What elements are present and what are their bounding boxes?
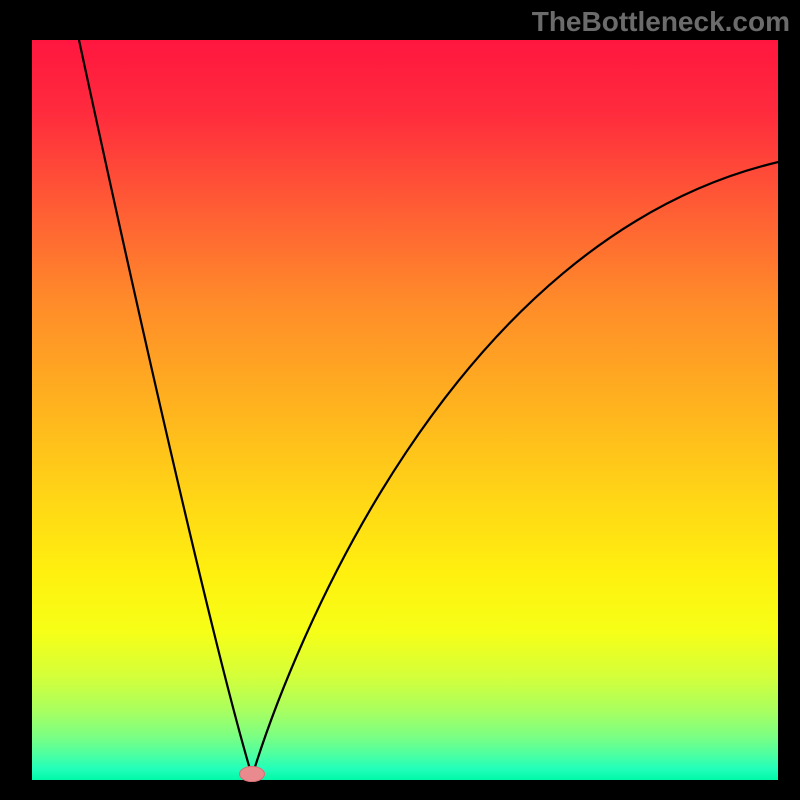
plot-frame — [32, 40, 778, 780]
curve-layer — [32, 40, 778, 780]
vertex-marker — [239, 766, 265, 782]
bottleneck-curve — [79, 40, 778, 776]
watermark-text: TheBottleneck.com — [532, 6, 790, 38]
